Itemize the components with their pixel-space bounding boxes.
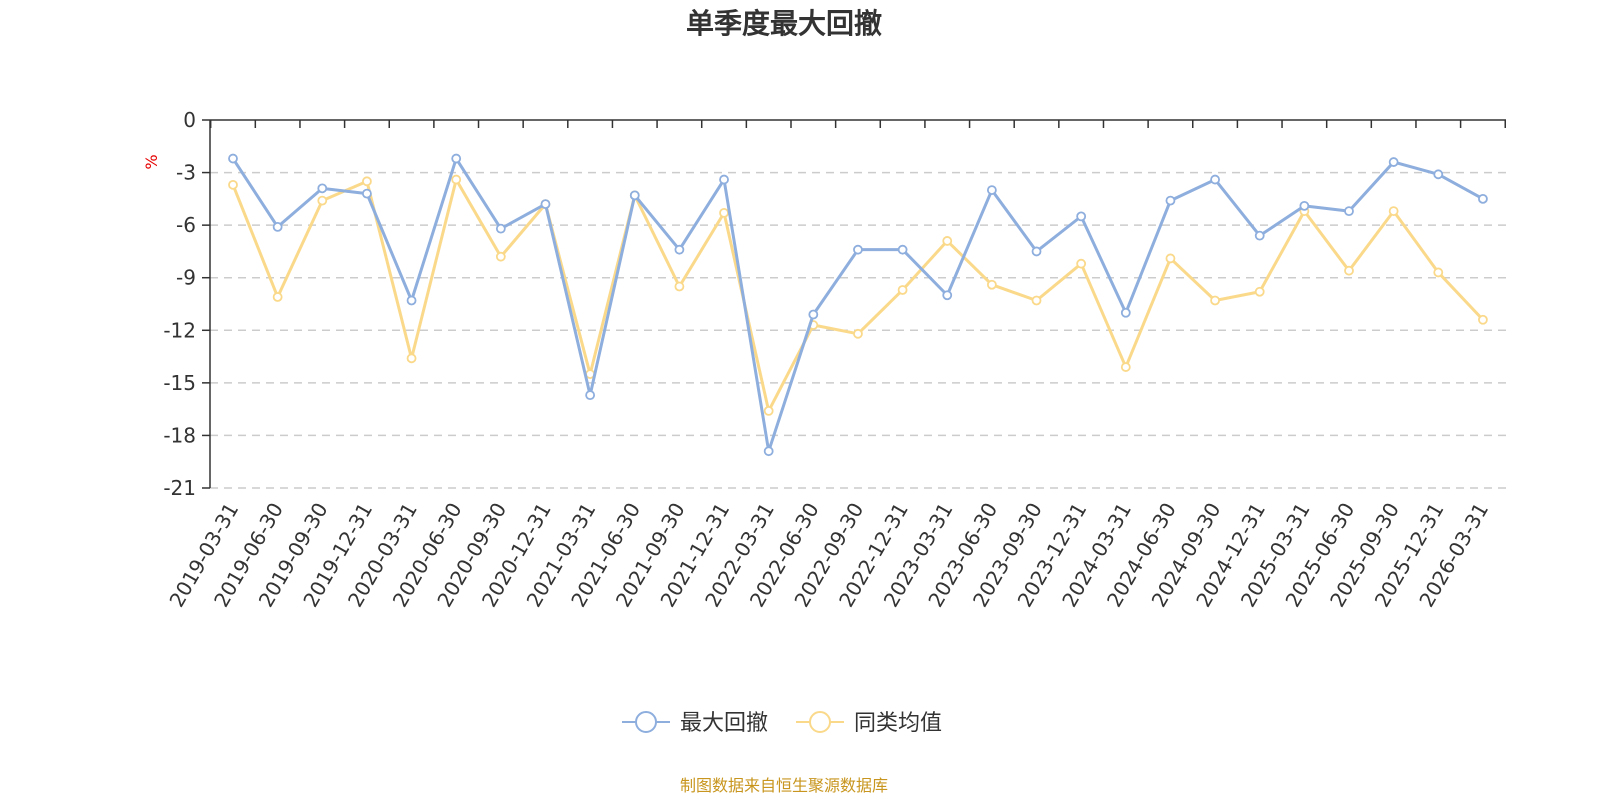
data-point (1031, 246, 1042, 257)
axes (202, 119, 1506, 489)
data-point (1210, 295, 1220, 306)
data-point (362, 188, 372, 199)
y-tick-labels: 0 -3 -6 -9 -12 -15 -18 -21 (163, 108, 196, 500)
data-point (1254, 230, 1265, 241)
data-point (1165, 253, 1176, 264)
data-point (1299, 200, 1310, 211)
data-point (853, 328, 863, 339)
data-point (1076, 211, 1087, 222)
data-point (495, 251, 506, 262)
data-point (763, 405, 774, 416)
series-layer (228, 153, 1488, 457)
y-tick-label: -15 (163, 371, 196, 395)
data-point (451, 153, 462, 164)
data-point (362, 176, 372, 187)
data-point (1031, 295, 1042, 306)
data-point (1165, 195, 1176, 206)
data-point (986, 279, 997, 290)
legend-marker-icon (635, 711, 657, 733)
data-point (719, 207, 729, 218)
legend-item-1[interactable]: 同类均值 (796, 711, 942, 736)
grid-lines (210, 171, 1506, 489)
y-unit-label: % (142, 154, 161, 169)
data-point (451, 174, 462, 185)
y-tick-label: -21 (163, 476, 196, 500)
data-point (272, 292, 283, 302)
data-point (406, 353, 417, 364)
source-note: 制图数据来自恒生聚源数据库 (680, 776, 888, 795)
data-point (674, 281, 685, 292)
data-point (1388, 206, 1399, 217)
data-point (674, 244, 685, 255)
chart-title: 单季度最大回撤 (686, 7, 882, 40)
y-tick-label: 0 (183, 108, 196, 132)
data-point (763, 446, 774, 457)
data-point (897, 244, 908, 255)
data-point (942, 290, 953, 301)
series-line-0 (231, 157, 1484, 453)
data-point (629, 190, 640, 201)
y-tick-label: -3 (176, 161, 196, 185)
data-point (986, 185, 997, 195)
data-point (406, 295, 417, 306)
legend-marker-icon (809, 711, 831, 733)
legend[interactable]: 最大回撤 同类均值 (622, 711, 942, 736)
data-point (808, 309, 819, 320)
data-point (228, 153, 238, 164)
y-tick-label: -6 (176, 213, 196, 237)
data-point (1433, 267, 1444, 278)
data-point (1478, 193, 1488, 204)
data-point (495, 223, 506, 234)
data-point (1344, 265, 1354, 276)
data-point (1210, 174, 1220, 185)
data-point (719, 174, 729, 185)
data-point (1433, 169, 1444, 180)
data-point (1120, 362, 1131, 372)
y-tick-label: -18 (163, 423, 196, 447)
series-line-1 (231, 178, 1485, 413)
data-point (897, 285, 908, 295)
x-tick-labels: 2019-03-312019-06-302019-09-302019-12-31… (164, 498, 1493, 611)
data-point (317, 183, 328, 194)
y-tick-label: -12 (163, 318, 196, 342)
data-point (317, 195, 328, 206)
y-tick-label: -9 (176, 266, 196, 290)
legend-item-0[interactable]: 最大回撤 (622, 711, 768, 736)
data-point (1254, 286, 1265, 297)
data-point (1344, 206, 1354, 217)
data-point (942, 236, 953, 246)
legend-label: 最大回撤 (680, 711, 768, 736)
data-point (272, 221, 283, 232)
data-point (1478, 314, 1488, 325)
legend-label: 同类均值 (854, 711, 942, 736)
data-point (853, 244, 863, 255)
data-point (540, 199, 551, 210)
data-point (1120, 307, 1131, 318)
data-point (585, 390, 596, 401)
data-point (1076, 258, 1087, 269)
data-point (228, 179, 238, 190)
data-point (1388, 157, 1399, 167)
